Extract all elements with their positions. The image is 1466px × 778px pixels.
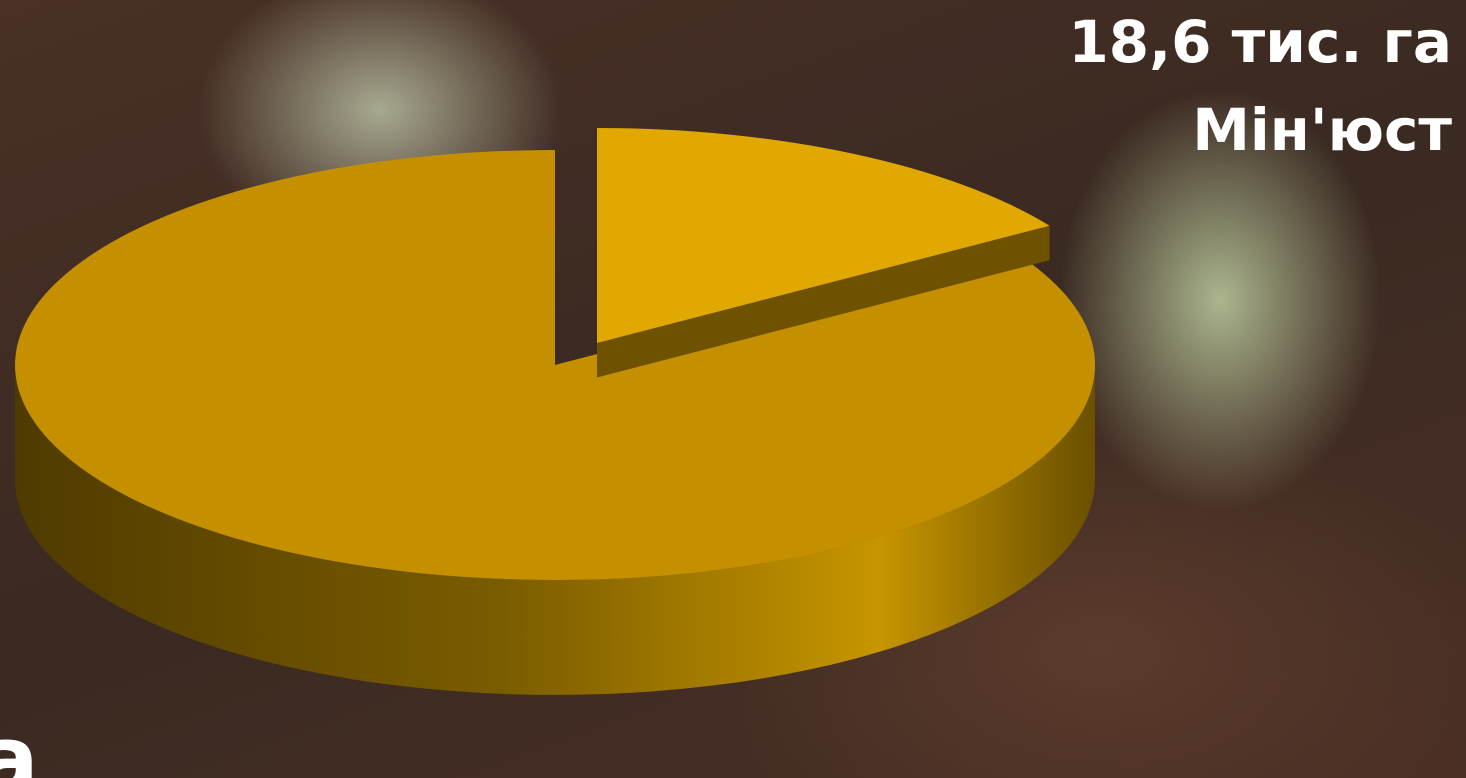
annotation: а bbox=[0, 707, 39, 778]
slice-label: Мін'юст bbox=[1192, 96, 1452, 164]
value-label: 18,6 тис. га bbox=[1068, 8, 1452, 76]
slice bbox=[15, 150, 1096, 580]
slice bbox=[597, 128, 1050, 343]
slice-cut-face bbox=[597, 225, 1050, 378]
slice-side bbox=[15, 365, 1095, 695]
pie bbox=[15, 128, 1096, 695]
